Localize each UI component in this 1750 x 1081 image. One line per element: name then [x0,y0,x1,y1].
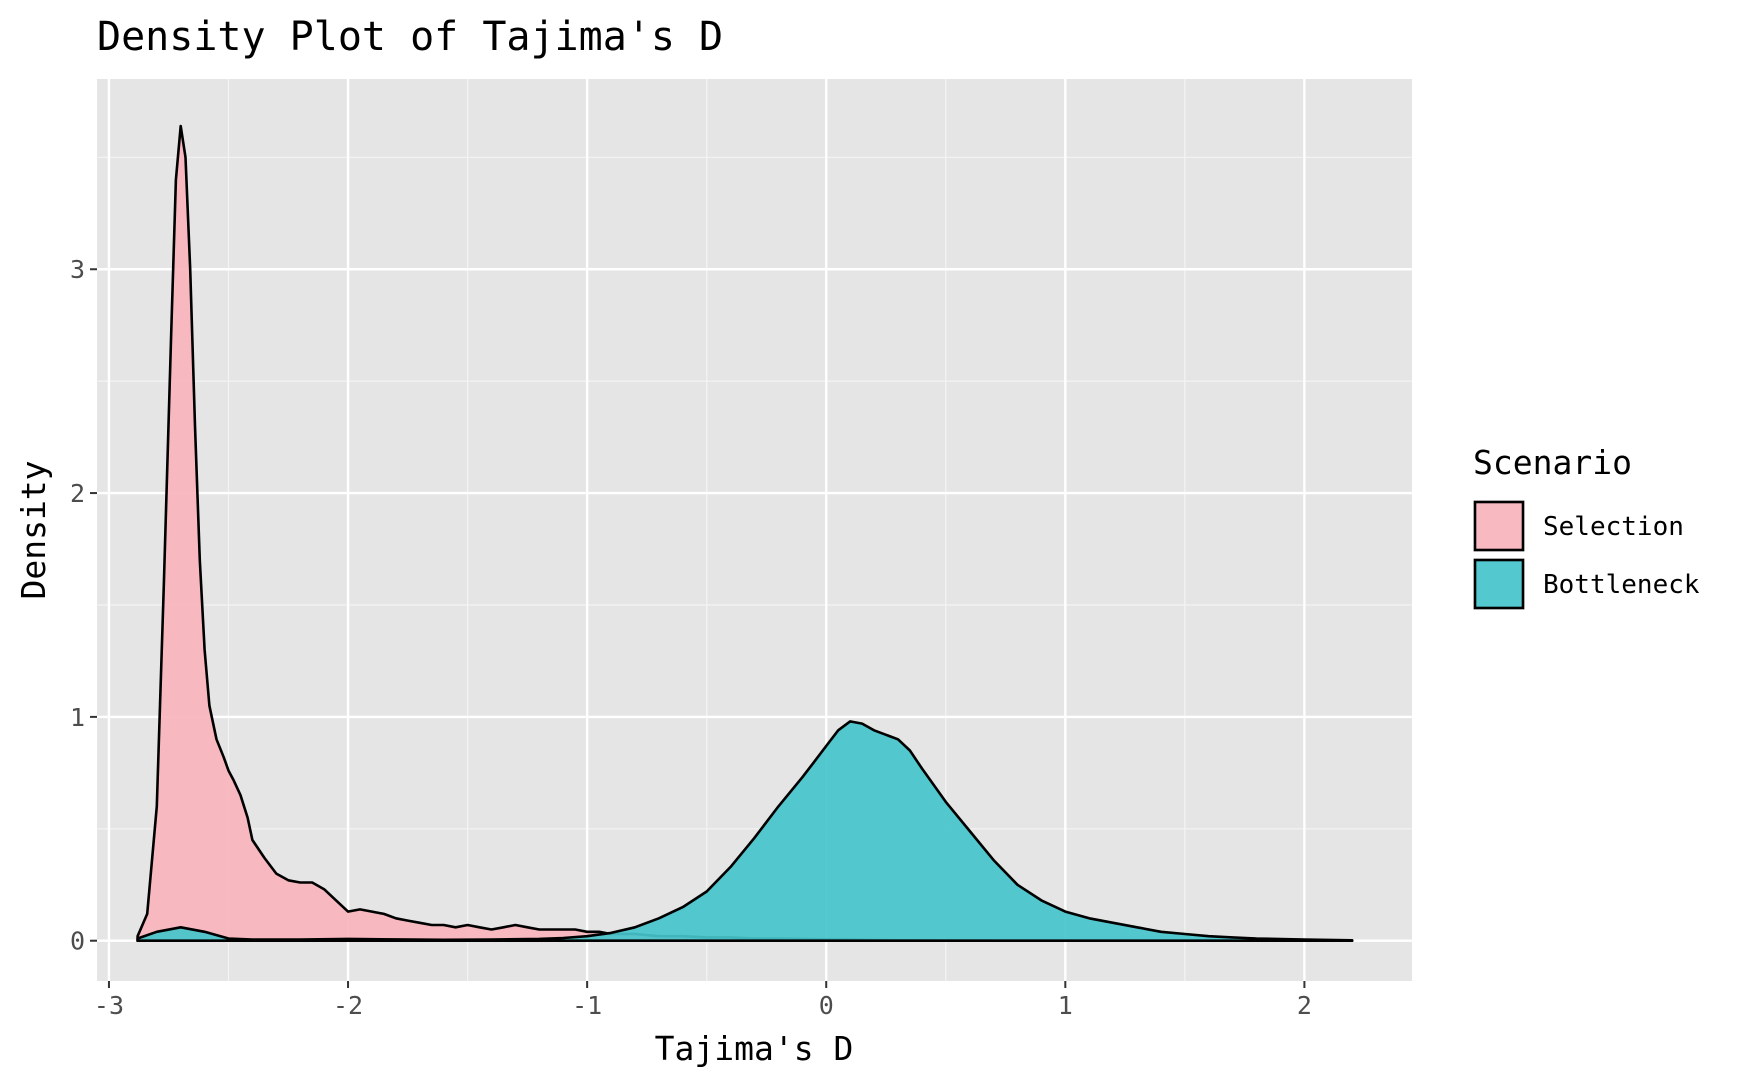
x-tick-label: -3 [94,991,124,1020]
legend-label-bottleneck: Bottleneck [1543,570,1700,600]
y-tick-label: 3 [70,255,85,284]
x-tick-label: -2 [333,991,363,1020]
legend-swatch-bottleneck [1473,558,1525,610]
density-area-bottleneck [136,720,1354,942]
legend-swatch-selection [1473,500,1525,552]
legend-title: Scenario [1473,443,1632,482]
y-axis-tick-labels: 0 1 2 3 [70,255,85,955]
legend-items: Selection Bottleneck [1473,500,1700,610]
x-axis-title: Tajima's D [655,1029,854,1068]
y-tick-label: 0 [70,927,85,956]
x-tick-label: 2 [1297,991,1312,1020]
density-areas [136,124,1354,942]
plot-panel [97,79,1412,981]
minor-gridlines [97,79,1412,981]
y-tick-label: 2 [70,479,85,508]
legend-label-selection: Selection [1543,512,1684,542]
x-tick-label: 0 [819,991,834,1020]
y-axis-title: Density [14,460,53,599]
y-tick-label: 1 [70,703,85,732]
x-tick-label: -1 [572,991,602,1020]
x-axis-tick-labels: -3 -2 -1 0 1 2 [94,991,1312,1020]
axis-ticks [90,268,1306,988]
legend: Scenario Selection Bottleneck [1473,443,1700,610]
chart-title: Density Plot of Tajima's D [97,14,723,60]
x-tick-label: 1 [1058,991,1073,1020]
